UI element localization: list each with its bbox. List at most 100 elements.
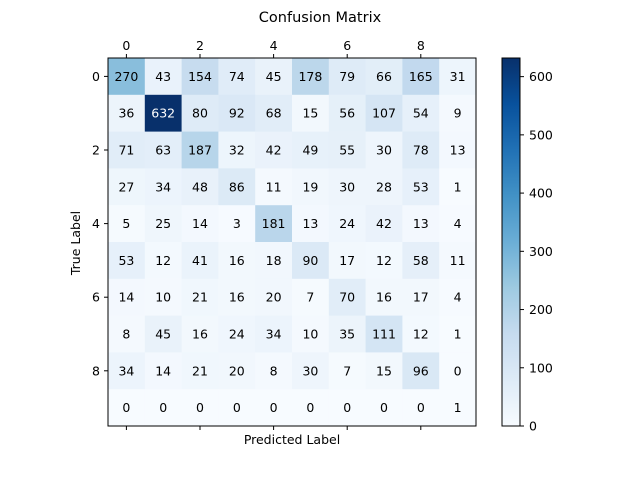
- heatmap-cell: [218, 205, 256, 243]
- heatmap-cell: [255, 278, 293, 316]
- cell-value-label: 79: [339, 69, 355, 84]
- heatmap-cell: [218, 278, 256, 316]
- cell-value-label: 80: [192, 106, 208, 121]
- heatmap-cell: [365, 389, 403, 427]
- heatmap-cell: [181, 205, 219, 243]
- heatmap-cell: [255, 94, 293, 132]
- heatmap-cell: [255, 315, 293, 353]
- cell-value-label: 17: [413, 290, 429, 305]
- heatmap-cell: [108, 205, 146, 243]
- heatmap-cell: [144, 168, 182, 206]
- heatmap-cell: [218, 389, 256, 427]
- y-tick-label: 2: [92, 143, 100, 158]
- cell-value-label: 21: [192, 363, 208, 378]
- cell-value-label: 68: [266, 106, 282, 121]
- heatmap-cell: [255, 58, 293, 96]
- heatmap-cell: [292, 352, 330, 390]
- heatmap-cell: [292, 94, 330, 132]
- y-axis-ticks: 0 2 4 6 8: [92, 69, 108, 378]
- heatmap-cell: [402, 58, 440, 96]
- heatmap-cell: [144, 205, 182, 243]
- heatmap-cell: [292, 205, 330, 243]
- cell-value-label: 12: [376, 253, 392, 268]
- heatmap-cell: [402, 242, 440, 280]
- cell-value-label: 5: [122, 216, 130, 231]
- colorbar-tick-label: 600: [529, 69, 553, 84]
- heatmap-cells: [108, 58, 477, 427]
- x-tick-label: 2: [196, 38, 204, 53]
- cell-value-label: 30: [302, 363, 318, 378]
- cell-value-label: 90: [302, 253, 318, 268]
- cell-value-label: 28: [376, 179, 392, 194]
- cell-value-label: 107: [372, 106, 396, 121]
- cell-value-label: 70: [339, 290, 355, 305]
- cell-value-label: 45: [266, 69, 282, 84]
- cell-value-label: 66: [376, 69, 392, 84]
- cell-value-label: 71: [118, 143, 134, 158]
- cell-value-label: 13: [302, 216, 318, 231]
- heatmap-cell: [292, 278, 330, 316]
- cell-value-label: 20: [266, 290, 282, 305]
- heatmap-cell: [255, 352, 293, 390]
- cell-value-label: 0: [270, 400, 278, 415]
- cell-value-label: 1: [454, 327, 462, 342]
- cell-value-label: 21: [192, 290, 208, 305]
- cell-value-label: 48: [192, 179, 208, 194]
- heatmap-cell: [108, 315, 146, 353]
- cell-value-label: 16: [229, 290, 245, 305]
- heatmap-cell: [181, 168, 219, 206]
- y-tick-label: 6: [92, 290, 100, 305]
- colorbar-tick-label: 300: [529, 244, 553, 259]
- cell-value-label: 1: [454, 400, 462, 415]
- heatmap-cell: [365, 131, 403, 169]
- heatmap-cell: [402, 389, 440, 427]
- cell-value-label: 27: [118, 179, 134, 194]
- heatmap-cell: [181, 315, 219, 353]
- cell-value-label: 41: [192, 253, 208, 268]
- cell-value-label: 35: [339, 327, 355, 342]
- heatmap-cell: [365, 315, 403, 353]
- heatmap-cell: [255, 205, 293, 243]
- heatmap-cell: [181, 242, 219, 280]
- heatmap-cell: [144, 352, 182, 390]
- heatmap-cell: [144, 58, 182, 96]
- heatmap-cell: [181, 94, 219, 132]
- cell-value-label: 34: [118, 363, 134, 378]
- heatmap-cell: [328, 131, 366, 169]
- heatmap-cell: [328, 58, 366, 96]
- heatmap-cell: [328, 94, 366, 132]
- colorbar-tick-label: 400: [529, 186, 553, 201]
- heatmap-cell: [328, 315, 366, 353]
- colorbar-tick-label: 200: [529, 302, 553, 317]
- cell-value-label: 12: [155, 253, 171, 268]
- heatmap-cell: [365, 278, 403, 316]
- chart-title: Confusion Matrix: [259, 10, 382, 26]
- cell-value-label: 54: [413, 106, 429, 121]
- heatmap-cell: [218, 315, 256, 353]
- heatmap-cell: [328, 278, 366, 316]
- x-axis-label: Predicted Label: [244, 432, 340, 447]
- cell-value-label: 15: [302, 106, 318, 121]
- cell-value-label: 4: [454, 216, 462, 231]
- heatmap-cell: [255, 131, 293, 169]
- cell-value-label: 111: [372, 327, 396, 342]
- x-tick-label: 6: [343, 38, 351, 53]
- heatmap-cell: [108, 168, 146, 206]
- heatmap-cell: [365, 94, 403, 132]
- heatmap-cell: [108, 94, 146, 132]
- heatmap-cell: [108, 58, 146, 96]
- cell-value-label: 9: [454, 106, 462, 121]
- cell-value-label: 10: [155, 290, 171, 305]
- cell-value-label: 14: [155, 363, 171, 378]
- cell-value-label: 49: [302, 143, 318, 158]
- x-tick-label: 8: [417, 38, 425, 53]
- heatmap-cell: [328, 242, 366, 280]
- heatmap-cell: [439, 278, 477, 316]
- cell-value-label: 96: [413, 363, 429, 378]
- heatmap-cell: [144, 315, 182, 353]
- heatmap-cell: [218, 131, 256, 169]
- cell-value-label: 0: [122, 400, 130, 415]
- heatmap-cell: [439, 58, 477, 96]
- heatmap-cell: [144, 278, 182, 316]
